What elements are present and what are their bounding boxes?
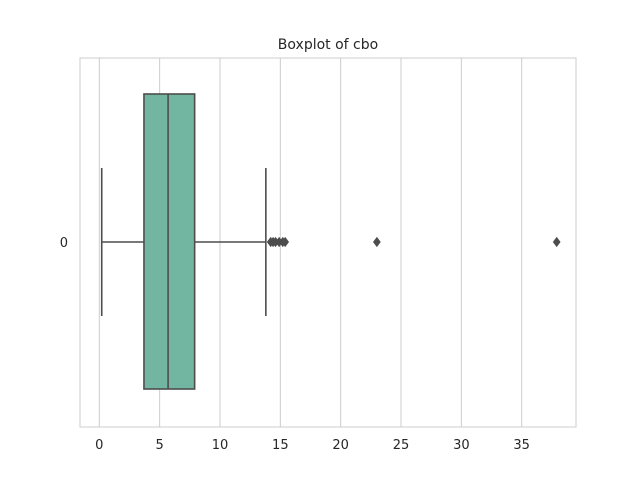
box-marks: [100, 93, 561, 390]
iqr-box: [143, 93, 196, 390]
chart-title: Boxplot of cbo: [278, 37, 378, 53]
x-tick-label: 30: [453, 438, 470, 453]
outlier-point: [552, 236, 561, 248]
x-tick-label: 25: [393, 438, 410, 453]
outlier-point: [281, 236, 290, 248]
x-tick-label: 15: [272, 438, 289, 453]
x-axis-ticks: 0 5 10 15 20 25 30 35: [95, 438, 530, 453]
x-tick-label: 5: [156, 438, 164, 453]
outlier-point: [373, 236, 381, 248]
x-tick-label: 0: [95, 438, 103, 453]
category-label: 0: [60, 236, 68, 251]
x-tick-label: 10: [212, 438, 229, 453]
plot-frame: [79, 57, 577, 428]
x-tick-label: 20: [332, 438, 349, 453]
x-tick-label: 35: [513, 438, 530, 453]
